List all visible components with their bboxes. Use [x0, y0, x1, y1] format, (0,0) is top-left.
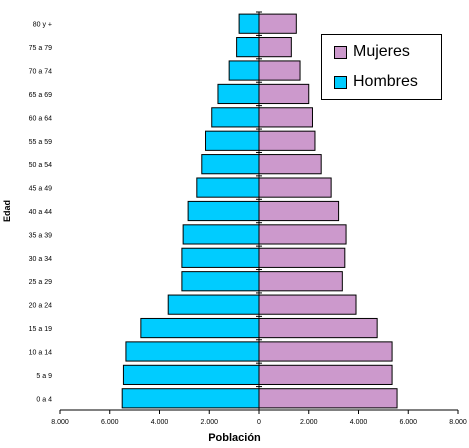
bar-mujeres — [258, 294, 357, 315]
legend-swatch-hombres — [334, 75, 347, 89]
y-tick-label: 35 a 39 — [29, 232, 52, 239]
legend-label-mujeres: Mujeres — [353, 43, 410, 60]
bar-mujeres — [258, 200, 340, 222]
y-tick-label: 30 a 34 — [29, 256, 52, 263]
y-tick-label: 10 a 14 — [29, 349, 52, 356]
x-tick-label: 4.000 — [151, 419, 169, 426]
y-tick-label: 55 a 59 — [29, 139, 52, 146]
y-tick-label: 70 a 74 — [29, 69, 52, 76]
y-tick-label: 20 a 24 — [29, 303, 52, 310]
y-tick-label: 15 a 19 — [29, 326, 52, 333]
y-tick-label: 40 a 44 — [29, 209, 52, 216]
legend-item-hombres: Hombres — [334, 73, 418, 91]
bar-hombres — [122, 364, 260, 385]
x-axis-label: Población — [208, 432, 261, 444]
y-tick-label: 75 a 79 — [29, 45, 52, 52]
y-tick-label: 0 a 4 — [36, 396, 52, 403]
bar-hombres — [236, 37, 260, 58]
bar-hombres — [201, 154, 260, 175]
legend-label-hombres: Hombres — [353, 73, 418, 90]
legend-item-mujeres: Mujeres — [334, 43, 410, 61]
x-tick-label: 8.000 — [449, 419, 467, 426]
bar-hombres — [211, 107, 260, 128]
bar-mujeres — [258, 83, 310, 105]
x-tick-label: 4.000 — [350, 419, 368, 426]
bar-mujeres — [258, 177, 332, 198]
bar-hombres — [181, 247, 260, 268]
y-tick-label: 50 a 54 — [29, 162, 52, 169]
x-tick-label: 6.000 — [101, 419, 119, 426]
bar-hombres — [205, 130, 260, 151]
y-tick-label: 60 a 64 — [29, 115, 52, 122]
x-tick-label: 2.000 — [200, 419, 218, 426]
bar-hombres — [121, 388, 260, 409]
x-tick-label: 6.000 — [399, 419, 417, 426]
bar-hombres — [167, 294, 260, 315]
legend: Mujeres Hombres — [321, 34, 442, 100]
bar-hombres — [125, 341, 260, 362]
bar-mujeres — [258, 224, 347, 245]
bar-mujeres — [258, 341, 393, 362]
bar-mujeres — [258, 107, 313, 128]
bar-hombres — [238, 13, 260, 34]
x-tick-label: 8.000 — [51, 419, 69, 426]
bar-hombres — [140, 317, 260, 339]
bar-hombres — [181, 271, 260, 292]
bar-hombres — [228, 60, 260, 81]
y-tick-label: 80 y + — [33, 22, 52, 29]
bar-mujeres — [258, 13, 297, 34]
bar-hombres — [217, 83, 260, 105]
legend-swatch-mujeres — [334, 45, 347, 59]
bar-hombres — [196, 177, 260, 198]
bar-mujeres — [258, 364, 393, 385]
y-tick-label: 45 a 49 — [29, 186, 52, 193]
bar-mujeres — [258, 60, 301, 81]
y-tick-label: 65 a 69 — [29, 92, 52, 99]
bar-mujeres — [258, 130, 316, 151]
bar-mujeres — [258, 37, 292, 58]
bar-mujeres — [258, 271, 343, 292]
x-tick-label: 2.000 — [300, 419, 318, 426]
y-axis-label: Edad — [2, 199, 12, 222]
y-tick-label: 25 a 29 — [29, 279, 52, 286]
bar-hombres — [187, 200, 260, 222]
bar-hombres — [182, 224, 260, 245]
x-tick-label: 0 — [257, 419, 261, 426]
bar-mujeres — [258, 317, 378, 339]
y-tick-label: 5 a 9 — [36, 373, 52, 380]
bar-mujeres — [258, 154, 322, 175]
bar-mujeres — [258, 247, 346, 268]
bar-mujeres — [258, 388, 398, 409]
